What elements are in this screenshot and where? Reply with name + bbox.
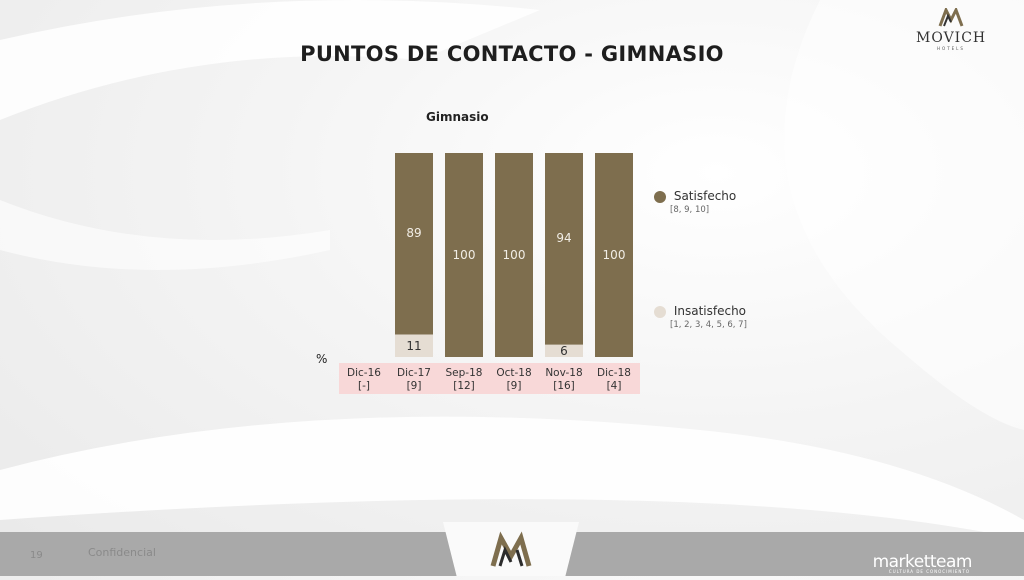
legend-item-satisfecho: Satisfecho [8, 9, 10] bbox=[654, 189, 736, 215]
legend-note-satisfecho: [8, 9, 10] bbox=[670, 205, 710, 215]
data-label-satisfecho-oct-18: 100 bbox=[503, 248, 526, 262]
footer-logo-panel bbox=[443, 522, 579, 576]
data-label-insatisfecho-dic-17: 11 bbox=[406, 339, 421, 353]
x-tick-label-oct-18: Oct-18 bbox=[496, 367, 531, 379]
data-label-satisfecho-dic-17: 89 bbox=[406, 226, 421, 240]
x-tick-label-sep-18: Sep-18 bbox=[446, 367, 483, 379]
x-tick-label-dic-18: Dic-18 bbox=[597, 367, 631, 379]
movich-logo: MOVICH HOTELS bbox=[916, 6, 987, 51]
movich-footer-logo-icon bbox=[490, 531, 532, 567]
bar-satisfecho-dic-18 bbox=[595, 153, 633, 357]
movich-logo-subtext: HOTELS bbox=[937, 46, 965, 51]
x-base-size-nov-18: [16] bbox=[553, 380, 575, 392]
legend-swatch-insatisfecho bbox=[654, 305, 666, 318]
x-base-size-dic-16: [-] bbox=[358, 380, 370, 392]
bar-insatisfecho-nov-18 bbox=[545, 344, 583, 357]
footer-page-number: 19 bbox=[30, 550, 43, 561]
bar-satisfecho-dic-17 bbox=[395, 153, 433, 335]
legend-item-insatisfecho: Insatisfecho [1, 2, 3, 4, 5, 6, 7] bbox=[654, 304, 747, 330]
legend-label-insatisfecho: Insatisfecho bbox=[673, 304, 747, 318]
legend-label-satisfecho: Satisfecho bbox=[673, 189, 737, 203]
x-base-size-dic-17: [9] bbox=[407, 380, 422, 392]
movich-logo-text: MOVICH bbox=[916, 30, 987, 46]
chart-title: Gimnasio bbox=[426, 110, 489, 124]
category-band bbox=[339, 363, 640, 394]
percent-axis-symbol: % bbox=[316, 352, 328, 366]
legend-note-insatisfecho: [1, 2, 3, 4, 5, 6, 7] bbox=[670, 320, 747, 330]
x-tick-label-dic-17: Dic-17 bbox=[397, 367, 431, 379]
x-base-size-dic-18: [4] bbox=[607, 380, 622, 392]
bar-insatisfecho-dic-17 bbox=[395, 334, 433, 357]
data-label-satisfecho-nov-18: 94 bbox=[556, 231, 571, 245]
x-tick-label-dic-16: Dic-16 bbox=[347, 367, 381, 379]
bar-satisfecho-sep-18 bbox=[445, 153, 483, 357]
data-label-insatisfecho-nov-18: 6 bbox=[560, 344, 568, 358]
bar-satisfecho-oct-18 bbox=[495, 153, 533, 357]
x-base-size-oct-18: [9] bbox=[507, 380, 522, 392]
x-tick-label-nov-18: Nov-18 bbox=[545, 367, 582, 379]
data-label-satisfecho-sep-18: 100 bbox=[453, 248, 476, 262]
movich-logo-icon bbox=[938, 6, 964, 27]
page-title: PUNTOS DE CONTACTO - GIMNASIO bbox=[300, 42, 724, 66]
legend-swatch-satisfecho bbox=[654, 190, 666, 203]
marketteam-logo-text: marketteam bbox=[872, 552, 973, 572]
x-base-size-sep-18: [12] bbox=[453, 380, 475, 392]
data-label-satisfecho-dic-18: 100 bbox=[603, 248, 626, 262]
marketteam-logo-subtext: CULTURA DE CONOCIMIENTO bbox=[888, 569, 970, 574]
bar-satisfecho-nov-18 bbox=[545, 153, 583, 345]
footer-confidential-text: Confidencial bbox=[88, 546, 156, 559]
